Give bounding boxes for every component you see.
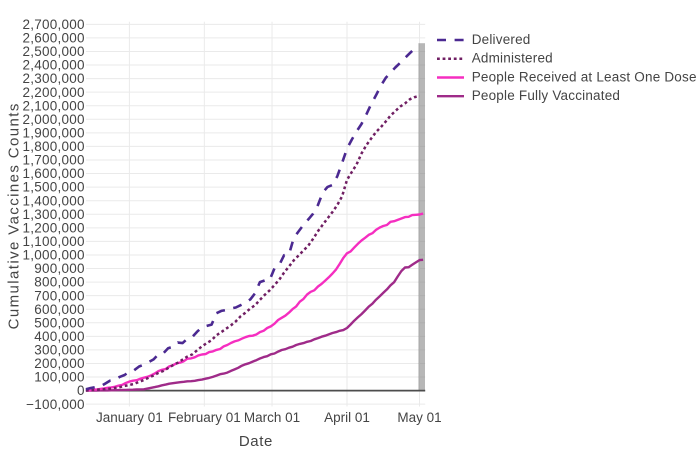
svg-text:1,800,000: 1,800,000 — [22, 139, 84, 154]
svg-text:2,600,000: 2,600,000 — [22, 31, 84, 46]
svg-text:0: 0 — [77, 383, 85, 398]
svg-text:2,400,000: 2,400,000 — [22, 58, 84, 73]
svg-text:January 01: January 01 — [96, 410, 163, 425]
svg-text:600,000: 600,000 — [34, 302, 85, 317]
svg-text:800,000: 800,000 — [34, 275, 85, 290]
svg-text:1,000,000: 1,000,000 — [22, 248, 84, 263]
svg-text:400,000: 400,000 — [34, 329, 85, 344]
svg-text:Delivered: Delivered — [472, 32, 531, 47]
svg-text:200,000: 200,000 — [34, 356, 85, 371]
svg-text:−100,000: −100,000 — [26, 397, 85, 412]
svg-text:April 01: April 01 — [324, 410, 370, 425]
svg-text:900,000: 900,000 — [34, 261, 85, 276]
svg-text:1,300,000: 1,300,000 — [22, 207, 84, 222]
svg-text:May 01: May 01 — [397, 410, 441, 425]
svg-text:500,000: 500,000 — [34, 315, 85, 330]
svg-text:People Received at Least One D: People Received at Least One Dose — [472, 69, 697, 84]
svg-text:Administered: Administered — [472, 51, 553, 66]
svg-text:March 01: March 01 — [244, 410, 300, 425]
svg-text:2,100,000: 2,100,000 — [22, 98, 84, 113]
svg-text:February 01: February 01 — [168, 410, 241, 425]
svg-text:2,200,000: 2,200,000 — [22, 85, 84, 100]
svg-text:1,700,000: 1,700,000 — [22, 153, 84, 168]
svg-text:1,200,000: 1,200,000 — [22, 220, 84, 235]
svg-text:700,000: 700,000 — [34, 288, 85, 303]
svg-text:Date: Date — [239, 433, 273, 450]
svg-text:Cumulative Vaccines Counts: Cumulative Vaccines Counts — [5, 102, 22, 329]
svg-text:300,000: 300,000 — [34, 343, 85, 358]
svg-text:1,600,000: 1,600,000 — [22, 166, 84, 181]
svg-text:2,500,000: 2,500,000 — [22, 44, 84, 59]
svg-text:People Fully Vaccinated: People Fully Vaccinated — [472, 88, 620, 103]
svg-text:1,900,000: 1,900,000 — [22, 125, 84, 140]
svg-text:2,700,000: 2,700,000 — [22, 17, 84, 32]
svg-text:100,000: 100,000 — [34, 370, 85, 385]
svg-text:1,400,000: 1,400,000 — [22, 193, 84, 208]
svg-text:1,100,000: 1,100,000 — [22, 234, 84, 249]
svg-text:2,300,000: 2,300,000 — [22, 71, 84, 86]
svg-text:2,000,000: 2,000,000 — [22, 112, 84, 127]
svg-text:1,500,000: 1,500,000 — [22, 180, 84, 195]
